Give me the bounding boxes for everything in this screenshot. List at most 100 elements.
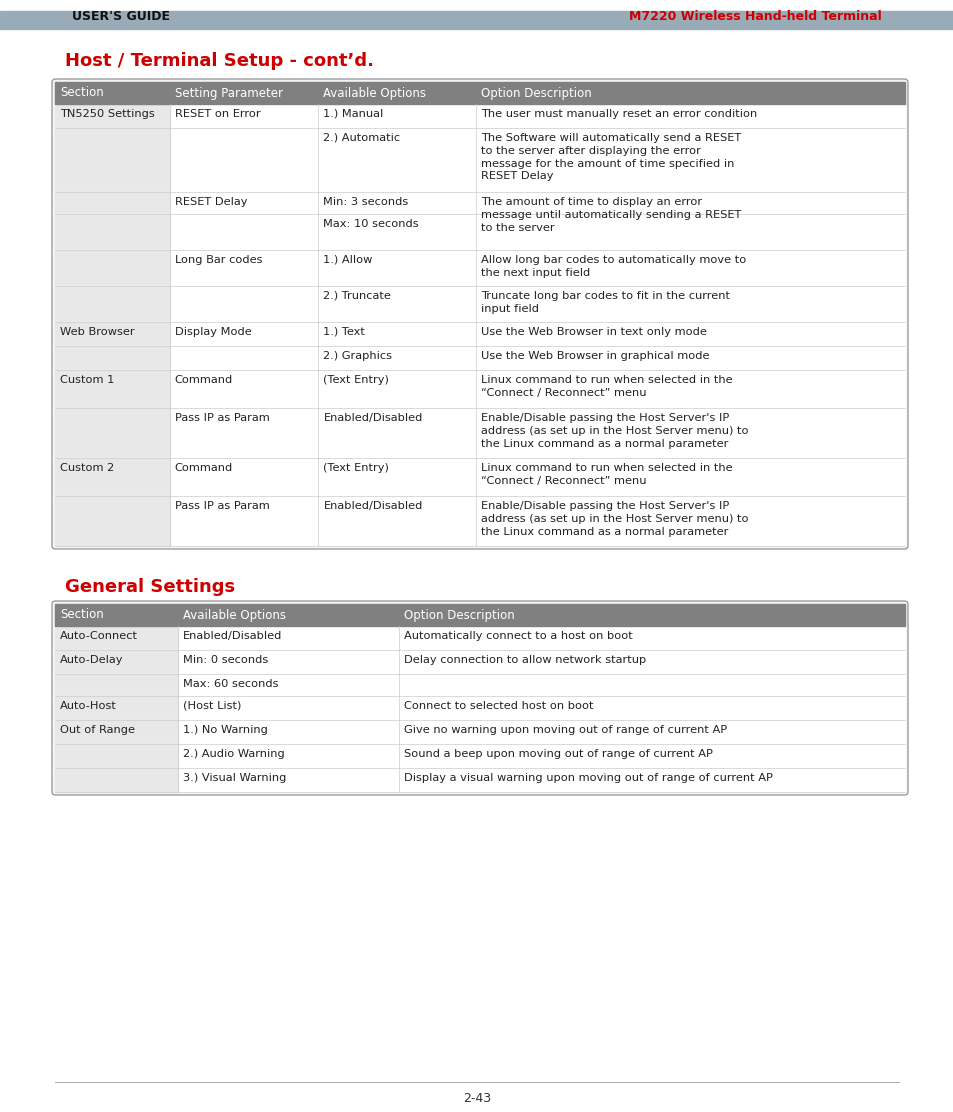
Text: Command: Command [174, 463, 233, 473]
Bar [55, 458, 904, 496]
Text: Long Bar codes: Long Bar codes [174, 255, 262, 265]
Text: Sound a beep upon moving out of range of current AP: Sound a beep upon moving out of range of… [404, 749, 713, 759]
Text: Setting Parameter: Setting Parameter [174, 87, 282, 99]
Text: Available Options: Available Options [323, 87, 426, 99]
Bar [55, 192, 170, 214]
Text: 2.) Automatic: 2.) Automatic [323, 133, 400, 143]
Bar [55, 214, 170, 250]
Bar [55, 128, 904, 192]
Text: 1.) Manual: 1.) Manual [323, 109, 383, 119]
Text: The amount of time to display an error
message until automatically sending a RES: The amount of time to display an error m… [480, 197, 740, 232]
Bar [55, 719, 904, 744]
Text: Enable/Disable passing the Host Server's IP
address (as set up in the Host Serve: Enable/Disable passing the Host Server's… [480, 502, 747, 537]
Text: Max: 10 seconds: Max: 10 seconds [323, 219, 418, 229]
Bar [55, 496, 170, 546]
Bar [55, 82, 904, 105]
Text: The user must manually reset an error condition: The user must manually reset an error co… [480, 109, 757, 119]
Bar [55, 105, 170, 128]
Bar [55, 626, 904, 651]
Text: Connect to selected host on boot: Connect to selected host on boot [404, 701, 593, 711]
Text: Option Description: Option Description [480, 87, 591, 99]
Text: Enabled/Disabled: Enabled/Disabled [323, 502, 422, 512]
Bar [55, 346, 170, 370]
Text: Display a visual warning upon moving out of range of current AP: Display a visual warning upon moving out… [404, 773, 772, 783]
Text: Enabled/Disabled: Enabled/Disabled [323, 413, 422, 423]
Text: Available Options: Available Options [183, 608, 286, 622]
Text: Min: 3 seconds: Min: 3 seconds [323, 197, 408, 207]
FancyBboxPatch shape [52, 600, 907, 795]
Text: Max: 60 seconds: Max: 60 seconds [183, 679, 278, 689]
FancyBboxPatch shape [52, 79, 907, 549]
Text: 2.) Truncate: 2.) Truncate [323, 291, 391, 301]
Text: The Software will automatically send a RESET
to the server after displaying the : The Software will automatically send a R… [480, 133, 740, 181]
Text: (Text Entry): (Text Entry) [323, 375, 389, 385]
Text: Option Description: Option Description [404, 608, 515, 622]
Text: USER'S GUIDE: USER'S GUIDE [71, 10, 170, 22]
Text: Custom 2: Custom 2 [60, 463, 114, 473]
Text: Allow long bar codes to automatically move to
the next input field: Allow long bar codes to automatically mo… [480, 255, 745, 278]
Text: Truncate long bar codes to fit in the current
input field: Truncate long bar codes to fit in the cu… [480, 291, 729, 314]
Text: Auto-Connect: Auto-Connect [60, 631, 138, 641]
Text: 2.) Audio Warning: 2.) Audio Warning [183, 749, 285, 759]
Text: Auto-Host: Auto-Host [60, 701, 117, 711]
Bar [55, 674, 178, 696]
Text: Delay connection to allow network startup: Delay connection to allow network startu… [404, 655, 646, 665]
Text: Use the Web Browser in text only mode: Use the Web Browser in text only mode [480, 327, 706, 337]
Bar [55, 626, 178, 651]
Text: 3.) Visual Warning: 3.) Visual Warning [183, 773, 286, 783]
Text: Custom 1: Custom 1 [60, 375, 114, 385]
Text: (Host List): (Host List) [183, 701, 241, 711]
Bar [55, 286, 904, 322]
Text: Auto-Delay: Auto-Delay [60, 655, 123, 665]
Bar [55, 192, 904, 214]
Bar [55, 105, 904, 128]
Text: Pass IP as Param: Pass IP as Param [174, 502, 269, 512]
Text: Pass IP as Param: Pass IP as Param [174, 413, 269, 423]
Bar [55, 696, 904, 719]
Text: Linux command to run when selected in the
“Connect / Reconnect” menu: Linux command to run when selected in th… [480, 463, 732, 486]
Text: Command: Command [174, 375, 233, 385]
Text: Give no warning upon moving out of range of current AP: Give no warning upon moving out of range… [404, 725, 726, 735]
Bar [55, 744, 178, 768]
Text: Web Browser: Web Browser [60, 327, 134, 337]
Bar [55, 128, 170, 192]
Bar [55, 458, 170, 496]
Bar [55, 346, 904, 370]
Bar [55, 250, 904, 286]
Bar [55, 250, 170, 286]
Text: 1.) Text: 1.) Text [323, 327, 365, 337]
Bar [55, 768, 178, 792]
Bar [0, 11, 953, 29]
Text: Linux command to run when selected in the
“Connect / Reconnect” menu: Linux command to run when selected in th… [480, 375, 732, 398]
Text: Enabled/Disabled: Enabled/Disabled [183, 631, 282, 641]
Bar [55, 370, 170, 408]
Text: Section: Section [60, 87, 104, 99]
Text: 1.) No Warning: 1.) No Warning [183, 725, 268, 735]
Bar [55, 768, 904, 792]
Text: Automatically connect to a host on boot: Automatically connect to a host on boot [404, 631, 633, 641]
Text: Use the Web Browser in graphical mode: Use the Web Browser in graphical mode [480, 351, 708, 361]
Bar [55, 286, 170, 322]
Text: General Settings: General Settings [65, 578, 234, 596]
Bar [55, 696, 178, 719]
Text: TN5250 Settings: TN5250 Settings [60, 109, 154, 119]
Bar [55, 322, 170, 346]
Bar [55, 322, 904, 346]
Text: RESET Delay: RESET Delay [174, 197, 247, 207]
Text: Section: Section [60, 608, 104, 622]
Bar [55, 674, 904, 696]
Text: 2.) Graphics: 2.) Graphics [323, 351, 392, 361]
Text: 1.) Allow: 1.) Allow [323, 255, 373, 265]
Bar [55, 719, 178, 744]
Bar [55, 651, 904, 674]
Text: M7220 Wireless Hand-held Terminal: M7220 Wireless Hand-held Terminal [629, 10, 882, 22]
Text: (Text Entry): (Text Entry) [323, 463, 389, 473]
Text: 2-43: 2-43 [462, 1092, 491, 1105]
Bar [55, 604, 904, 626]
Text: Out of Range: Out of Range [60, 725, 135, 735]
Bar [55, 408, 904, 458]
Text: Display Mode: Display Mode [174, 327, 252, 337]
Bar [55, 651, 178, 674]
Text: Host / Terminal Setup - cont’d.: Host / Terminal Setup - cont’d. [65, 52, 374, 70]
Bar [55, 744, 904, 768]
